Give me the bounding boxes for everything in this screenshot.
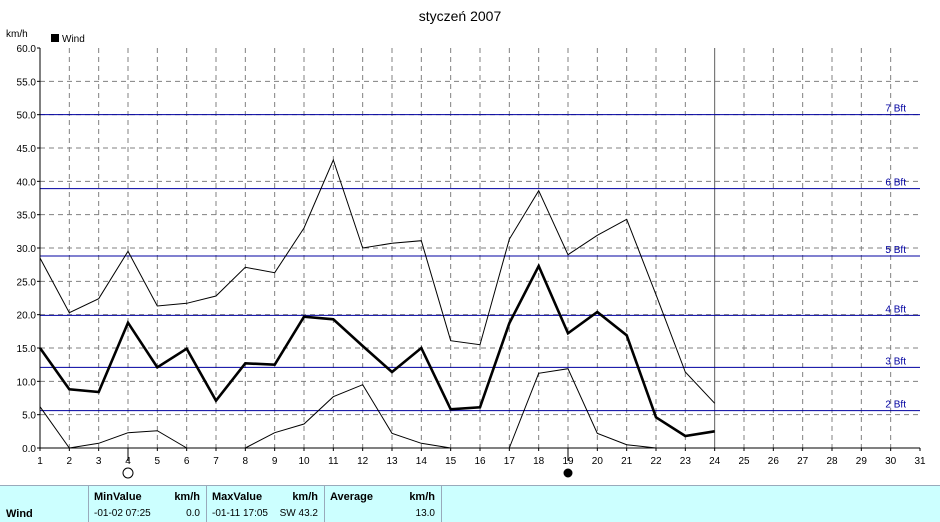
x-tick-label: 12 — [357, 456, 369, 467]
x-tick-label: 24 — [709, 456, 721, 467]
x-tick-label: 21 — [621, 456, 633, 467]
x-tick-label: 28 — [826, 456, 838, 467]
y-tick-label: 60.0 — [17, 44, 37, 55]
beaufort-label: 7 Bft — [885, 104, 906, 115]
y-tick-label: 25.0 — [17, 277, 37, 288]
stats-row-label: Wind — [6, 508, 33, 520]
wind-max-line — [39, 158, 716, 404]
chart-title: styczeń 2007 — [419, 8, 502, 24]
wind-min-line — [245, 384, 451, 449]
x-tick-label: 18 — [533, 456, 545, 467]
x-tick-label: 22 — [650, 456, 662, 467]
min-header: MinValue — [94, 491, 142, 503]
max-value-cell: MaxValue km/h -01-11 17:05 SW 43.2 — [206, 486, 324, 522]
grid — [40, 48, 920, 448]
y-tick-label: 50.0 — [17, 111, 37, 122]
avg-header: Average — [330, 491, 374, 503]
wind-min-line — [508, 368, 657, 449]
x-tick-label: 14 — [416, 456, 428, 467]
x-tick-label: 15 — [445, 456, 457, 467]
new-moon-icon — [563, 468, 573, 478]
x-tick-label: 25 — [738, 456, 750, 467]
x-tick-label: 10 — [298, 456, 310, 467]
axes: 1 2 3 4 5 6 7 8 9 10 11 12 13 14 15 16 17 18 19 20 21 22 23 24 2… — [17, 44, 926, 467]
max-unit: km/h — [292, 491, 318, 503]
min-value-cell: MinValue km/h -01-02 07:25 0.0 — [88, 486, 206, 522]
max-value: SW 43.2 — [279, 508, 318, 519]
y-tick-label: 15.0 — [17, 344, 37, 355]
x-tick-label: 11 — [328, 456, 339, 467]
x-tick-label: 4 — [125, 456, 131, 467]
min-date: -01-02 07:25 — [94, 508, 151, 519]
wind-chart: styczeń 2007 km/h Wind 2 Bft 3 Bft 4 Bft 5 … — [6, 8, 926, 479]
x-tick-label: 1 — [37, 456, 43, 467]
beaufort-label: 4 Bft — [885, 304, 906, 315]
x-tick-label: 20 — [592, 456, 604, 467]
max-date: -01-11 17:05 — [212, 508, 268, 519]
y-tick-label: 55.0 — [17, 77, 37, 88]
x-tick-label: 5 — [155, 456, 161, 467]
x-tick-label: 31 — [914, 456, 926, 467]
x-tick-label: 3 — [96, 456, 102, 467]
series — [38, 158, 716, 449]
x-tick-label: 19 — [562, 456, 574, 467]
y-tick-label: 5.0 — [22, 411, 36, 422]
beaufort-lines: 2 Bft 3 Bft 4 Bft 5 Bft 6 Bft 7 Bft — [40, 104, 920, 412]
x-tick-label: 7 — [213, 456, 219, 467]
average-cell: Average km/h 13.0 — [324, 486, 442, 522]
y-tick-label: 20.0 — [17, 311, 37, 322]
statistics-panel: Wind MinValue km/h -01-02 07:25 0.0 MaxV… — [0, 485, 940, 522]
x-tick-label: 30 — [885, 456, 897, 467]
x-tick-label: 29 — [856, 456, 868, 467]
x-tick-label: 17 — [504, 456, 516, 467]
full-moon-icon — [122, 467, 134, 479]
y-axis-unit-label: km/h — [6, 29, 28, 40]
x-tick-label: 13 — [386, 456, 398, 467]
x-tick-label: 23 — [680, 456, 692, 467]
y-tick-label: 35.0 — [17, 211, 37, 222]
y-tick-label: 0.0 — [22, 444, 36, 455]
x-tick-label: 9 — [272, 456, 278, 467]
max-header: MaxValue — [212, 491, 263, 503]
avg-unit: km/h — [409, 491, 435, 503]
x-tick-label: 27 — [797, 456, 809, 467]
moon-phase-markers — [122, 451, 573, 479]
y-tick-label: 10.0 — [17, 377, 37, 388]
y-tick-label: 30.0 — [17, 244, 37, 255]
x-tick-label: 26 — [768, 456, 780, 467]
x-tick-label: 16 — [474, 456, 486, 467]
wind-min-line — [39, 406, 187, 449]
y-tick-label: 40.0 — [17, 177, 37, 188]
beaufort-label: 2 Bft — [885, 400, 906, 411]
wind-average-line — [38, 262, 715, 438]
x-tick-label: 2 — [67, 456, 73, 467]
avg-value: 13.0 — [415, 508, 435, 519]
legend-swatch — [51, 34, 59, 42]
beaufort-label: 3 Bft — [885, 356, 906, 367]
min-unit: km/h — [174, 491, 200, 503]
beaufort-label: 6 Bft — [885, 178, 906, 189]
beaufort-label: 5 Bft — [885, 245, 906, 256]
x-tick-label: 8 — [243, 456, 249, 467]
min-value: 0.0 — [186, 508, 200, 519]
x-tick-label: 6 — [184, 456, 190, 467]
y-tick-label: 45.0 — [17, 144, 37, 155]
legend-label: Wind — [62, 34, 85, 45]
